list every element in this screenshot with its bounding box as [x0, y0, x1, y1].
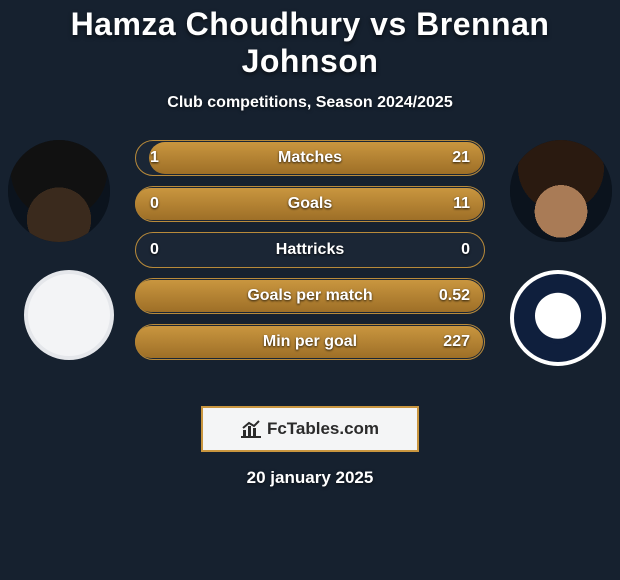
stat-label: Hattricks	[276, 241, 344, 259]
chart-icon	[241, 420, 261, 438]
stat-row: 0 Goals 11	[135, 186, 485, 222]
stat-label: Min per goal	[263, 333, 357, 351]
player-left-avatar	[8, 140, 110, 242]
stat-label: Goals	[288, 195, 332, 213]
stat-right-value: 227	[443, 333, 470, 351]
stat-left-value: 0	[150, 195, 159, 213]
stat-bars: 1 Matches 21 0 Goals 11 0 Hattricks 0 Goals per m…	[135, 140, 485, 360]
player-right-face-icon	[510, 140, 612, 242]
source-badge: FcTables.com	[201, 406, 419, 452]
comparison-middle: 1 Matches 21 0 Goals 11 0 Hattricks 0 Goals per m…	[0, 140, 620, 390]
stat-right-value: 0.52	[439, 287, 470, 305]
stat-right-value: 0	[461, 241, 470, 259]
stat-label: Matches	[278, 149, 342, 167]
club-right-badge-icon	[510, 270, 606, 366]
source-text: FcTables.com	[267, 419, 379, 439]
stat-row: 0 Hattricks 0	[135, 232, 485, 268]
date-text: 20 january 2025	[0, 468, 620, 488]
comparison-card: Hamza Choudhury vs Brennan Johnson Club …	[0, 0, 620, 488]
subtitle: Club competitions, Season 2024/2025	[0, 94, 620, 112]
stat-right-value: 11	[453, 195, 470, 213]
stat-left-value: 1	[150, 149, 159, 167]
stat-right-value: 21	[452, 149, 470, 167]
player-left-face-icon	[8, 140, 110, 242]
stat-left-value: 0	[150, 241, 159, 259]
page-title: Hamza Choudhury vs Brennan Johnson	[0, 6, 620, 80]
stat-row: 1 Matches 21	[135, 140, 485, 176]
player-right-avatar	[510, 140, 612, 242]
stat-label: Goals per match	[247, 287, 372, 305]
club-left-badge-icon	[24, 270, 114, 360]
stat-row: Min per goal 227	[135, 324, 485, 360]
stat-row: Goals per match 0.52	[135, 278, 485, 314]
